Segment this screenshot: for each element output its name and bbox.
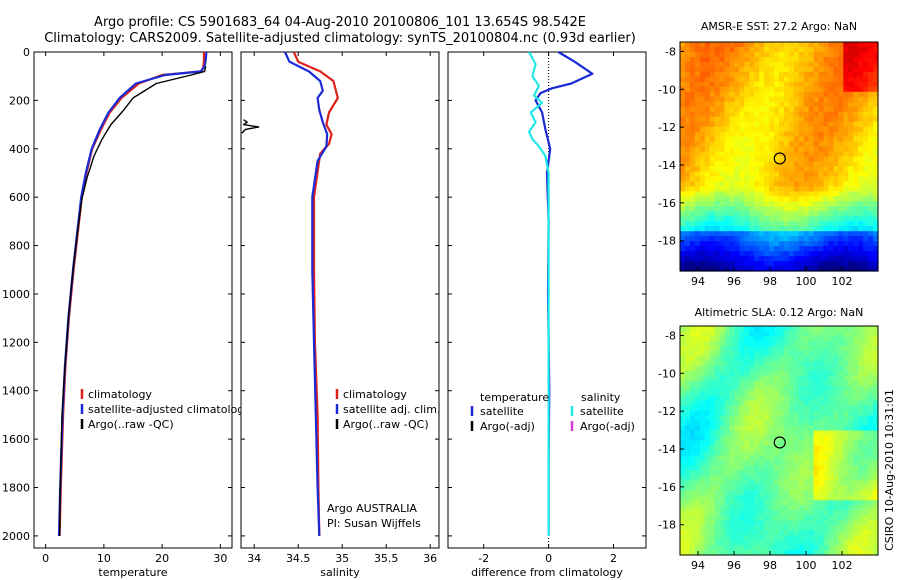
plot-frame-salinity bbox=[240, 51, 440, 549]
x-tick-label: 36 bbox=[423, 552, 437, 565]
annotation-text: Argo AUSTRALIA bbox=[327, 502, 417, 515]
map-y-tick-label: -14 bbox=[658, 159, 676, 172]
map-y-tick-label: -8 bbox=[665, 45, 676, 58]
map-title: Altimetric SLA: 0.12 Argo: NaN bbox=[695, 306, 864, 319]
map-x-tick-label: 102 bbox=[832, 559, 853, 572]
panel-salinity: 34 34.5 35 35.5 36 salinity climatology satelli… bbox=[240, 51, 440, 579]
map-frame bbox=[679, 41, 879, 272]
y-tick-label: 400 bbox=[9, 143, 30, 156]
series-line-temperature-2 bbox=[58, 66, 207, 536]
legend-label: Argo(-adj) bbox=[580, 420, 635, 433]
map-x-tick-label: 96 bbox=[727, 275, 741, 288]
map-x-tick-label: 94 bbox=[691, 275, 705, 288]
figure-title-line1: Argo profile: CS 5901683_64 04-Aug-2010 … bbox=[94, 15, 586, 30]
series-line-difference-1 bbox=[527, 51, 550, 536]
map-y-tick-label: -10 bbox=[658, 367, 676, 380]
map-y-tick-label: -10 bbox=[658, 83, 676, 96]
y-tick-label: 0 bbox=[23, 46, 30, 59]
legend-label: satellite adj. clim. bbox=[343, 403, 440, 416]
series-line-salinity-0 bbox=[292, 51, 339, 536]
series-line-salinity-2 bbox=[241, 119, 260, 134]
plot-frame-temperature bbox=[33, 51, 233, 549]
map-title: AMSR-E SST: 27.2 Argo: NaN bbox=[701, 20, 857, 33]
panel-temperature: 0 10 20 30 0 200 400 600 800 1000 1200 1400 1600 1800… bbox=[2, 46, 251, 579]
x-axis-label: salinity bbox=[320, 566, 360, 579]
map-y-tick-label: -12 bbox=[658, 121, 676, 134]
legend-label: satellite bbox=[580, 405, 624, 418]
x-tick-label: 2 bbox=[610, 552, 617, 565]
y-tick-label: 600 bbox=[9, 191, 30, 204]
y-tick-label: 1000 bbox=[2, 288, 30, 301]
map-y-tick-label: -18 bbox=[658, 519, 676, 532]
legend-label: Argo(..raw -QC) bbox=[343, 418, 429, 431]
x-tick-label: 30 bbox=[213, 552, 227, 565]
map-x-tick-label: 98 bbox=[763, 559, 777, 572]
x-tick-label: 10 bbox=[97, 552, 111, 565]
legend-label: climatology bbox=[343, 388, 407, 401]
side-stamp: CSIRO 10-Aug-2010 10:31:01 bbox=[883, 389, 896, 551]
x-tick-label: 34.5 bbox=[286, 552, 311, 565]
y-tick-label: 200 bbox=[9, 94, 30, 107]
figure-title-line2: Climatology: CARS2009. Satellite-adjuste… bbox=[44, 31, 636, 46]
series-line-salinity-1 bbox=[283, 51, 329, 536]
legend-label: satellite bbox=[480, 405, 524, 418]
legend-label: climatology bbox=[88, 388, 152, 401]
legend-header-salinity: salinity bbox=[581, 391, 621, 404]
map-x-tick-label: 100 bbox=[796, 275, 817, 288]
y-tick-label: 1600 bbox=[2, 433, 30, 446]
x-tick-label: 34 bbox=[247, 552, 261, 565]
argo-position-marker bbox=[773, 436, 786, 449]
x-tick-label: 20 bbox=[155, 552, 169, 565]
map-field-sla bbox=[680, 326, 879, 556]
y-tick-label: 800 bbox=[9, 240, 30, 253]
map-y-tick-label: -8 bbox=[665, 329, 676, 342]
x-tick-label: 0 bbox=[42, 552, 49, 565]
map-y-tick-label: -14 bbox=[658, 443, 676, 456]
map-y-tick-label: -18 bbox=[658, 235, 676, 248]
map-y-tick-label: -12 bbox=[658, 405, 676, 418]
y-tick-label: 1400 bbox=[2, 385, 30, 398]
x-axis-label: temperature bbox=[98, 566, 167, 579]
legend-label: satellite-adjusted climatology bbox=[88, 403, 251, 416]
x-tick-label: 35.5 bbox=[374, 552, 399, 565]
map-x-tick-label: 96 bbox=[727, 559, 741, 572]
map-x-tick-label: 100 bbox=[796, 559, 817, 572]
map-panel-sst: AMSR-E SST: 27.2 Argo: NaN 94 96 98 100 102 -8… bbox=[658, 20, 879, 288]
x-tick-label: -2 bbox=[478, 552, 489, 565]
y-tick-label: 1200 bbox=[2, 336, 30, 349]
map-x-tick-label: 102 bbox=[832, 275, 853, 288]
map-x-tick-label: 94 bbox=[691, 559, 705, 572]
legend-header-temperature: temperature bbox=[480, 391, 549, 404]
map-panel-sla: Altimetric SLA: 0.12 Argo: NaN 94 96 98 100 1… bbox=[658, 306, 879, 572]
annotation-text: PI: Susan Wijffels bbox=[327, 517, 421, 530]
y-tick-label: 1800 bbox=[2, 482, 30, 495]
x-tick-label: 0 bbox=[545, 552, 552, 565]
x-axis-label: difference from climatology bbox=[471, 566, 623, 579]
y-tick-label: 2000 bbox=[2, 530, 30, 543]
map-field-sst bbox=[680, 42, 879, 272]
map-frame bbox=[679, 325, 879, 556]
map-y-tick-label: -16 bbox=[658, 197, 676, 210]
map-x-tick-label: 98 bbox=[763, 275, 777, 288]
map-y-tick-label: -16 bbox=[658, 481, 676, 494]
legend-label: Argo(..raw -QC) bbox=[88, 418, 174, 431]
legend-label: Argo(-adj) bbox=[480, 420, 535, 433]
argo-position-marker bbox=[773, 152, 786, 165]
x-tick-label: 35 bbox=[335, 552, 349, 565]
